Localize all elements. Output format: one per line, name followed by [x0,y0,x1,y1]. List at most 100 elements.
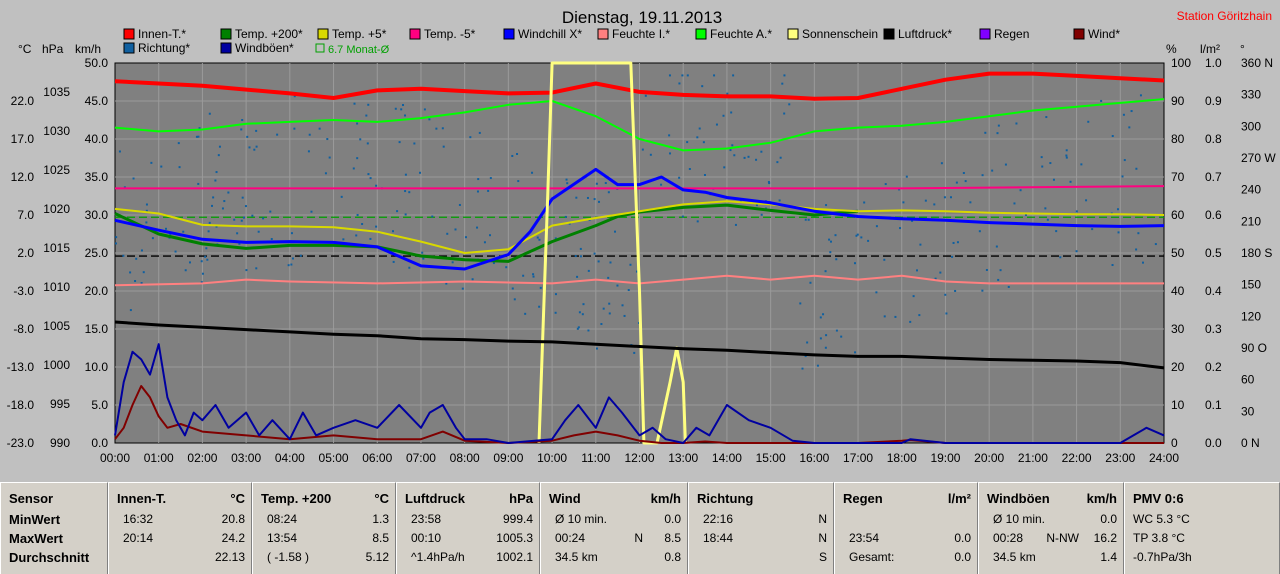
stats-cell: 8.5 [372,531,389,545]
direction-dot [1111,135,1114,138]
direction-dot [696,220,699,223]
direction-dot [293,127,296,130]
series-temp-200 [114,203,859,263]
stats-cell: TP 3.8 °C [1133,531,1185,545]
stats-row: Ø 10 min. 0.0 [987,512,1117,528]
x-tick-label: 13:00 [668,451,698,465]
stats-header-unit: hPa [509,491,533,506]
direction-dot [293,95,296,98]
y-tick-label-direction: 330 [1241,88,1261,102]
direction-dot [392,260,395,263]
direction-dot [241,196,244,199]
stats-row: TP 3.8 °C [1133,531,1273,547]
direction-dot [445,282,448,285]
direction-dot [614,230,617,233]
direction-dot [834,234,837,237]
series-windb-en [114,343,1165,444]
stats-row: S [697,550,827,566]
x-tick-label: 05:00 [319,451,349,465]
direction-dot [944,293,947,296]
direction-dot [678,82,681,85]
stats-header-unit: km/h [1086,491,1117,506]
direction-dot [1044,207,1047,210]
direction-dot [1080,163,1083,166]
direction-dot [702,141,705,144]
direction-dot [1135,167,1138,170]
direction-dot [511,287,514,290]
direction-dot [816,364,819,367]
direction-dot [538,305,541,308]
direction-dot [649,153,652,156]
direction-dot [586,196,589,199]
direction-dot [201,272,204,275]
unit-celsius: °C [18,42,32,56]
direction-dot [894,315,897,318]
stats-header: PMV 0:6 [1133,491,1273,507]
direction-dot [956,241,959,244]
direction-dot [940,162,943,165]
direction-dot [801,367,804,370]
x-tick-labels: 00:00 01:00 02:00 03:00 04:00 05:00 06:00 07:00… [100,451,1179,465]
x-tick-label: 22:00 [1062,451,1092,465]
stats-row: 22:16 N [697,512,827,528]
legend-label: Richtung* [138,41,190,55]
direction-dot [981,174,984,177]
stats-cell: 23:54 [849,531,880,545]
direction-dot [367,173,370,176]
y-tick-label-kmh: 10.0 [85,360,109,374]
direction-dot [991,169,994,172]
direction-dot [1123,159,1126,162]
direction-dot [396,210,399,213]
y-tick-label-direction: 270 W [1241,151,1276,165]
x-tick-label: 04:00 [275,451,305,465]
direction-dot [912,295,915,298]
y-tick-label-hpa: 1015 [43,241,70,255]
direction-dot [984,131,987,134]
direction-dot [554,237,557,240]
direction-dot [1019,189,1022,192]
y-tick-label-hpa: 1035 [43,85,70,99]
direction-dot [307,150,310,153]
direction-dot [398,141,401,144]
direction-dot [435,127,438,130]
direction-dot [145,209,148,212]
direction-dot [369,237,372,240]
direction-dot [195,135,198,138]
x-tick-label: 14:00 [712,451,742,465]
direction-dot [251,214,254,217]
direction-dot [804,355,807,358]
direction-dot [621,304,624,307]
direction-dot [471,278,474,281]
direction-dot [299,254,302,257]
direction-dot [602,307,605,310]
direction-dot [257,230,260,233]
direction-dot [356,122,359,125]
direction-dot [564,215,567,218]
legend-swatch [123,28,135,40]
direction-dot [804,218,807,221]
stats-row: 22.13 [117,550,245,566]
direction-dot [911,219,914,222]
stats-cell: 13:54 [267,531,298,545]
direction-dot [554,311,557,314]
direction-dot [997,278,1000,281]
direction-dot [1055,230,1058,233]
y-tick-label-direction: 90 O [1241,341,1267,355]
y-tick-label-percent: 60 [1171,208,1185,222]
direction-dot [400,108,403,111]
y-tick-label-direction: 180 S [1241,246,1272,260]
direction-dot [698,127,701,130]
direction-dot [240,219,243,222]
y-tick-label-percent: 80 [1171,132,1185,146]
y-tick-label-celsius: 17.0 [11,132,35,146]
direction-dot [566,182,569,185]
stats-cell: 0.8 [664,550,681,564]
direction-dot [516,152,519,155]
direction-dot [423,108,426,111]
y-tick-label-percent: 90 [1171,94,1185,108]
direction-dot [215,171,218,174]
stats-header: Temp. +200 °C [261,491,389,507]
direction-dot [255,129,258,132]
direction-dot [668,134,671,137]
direction-dots [115,74,1157,370]
